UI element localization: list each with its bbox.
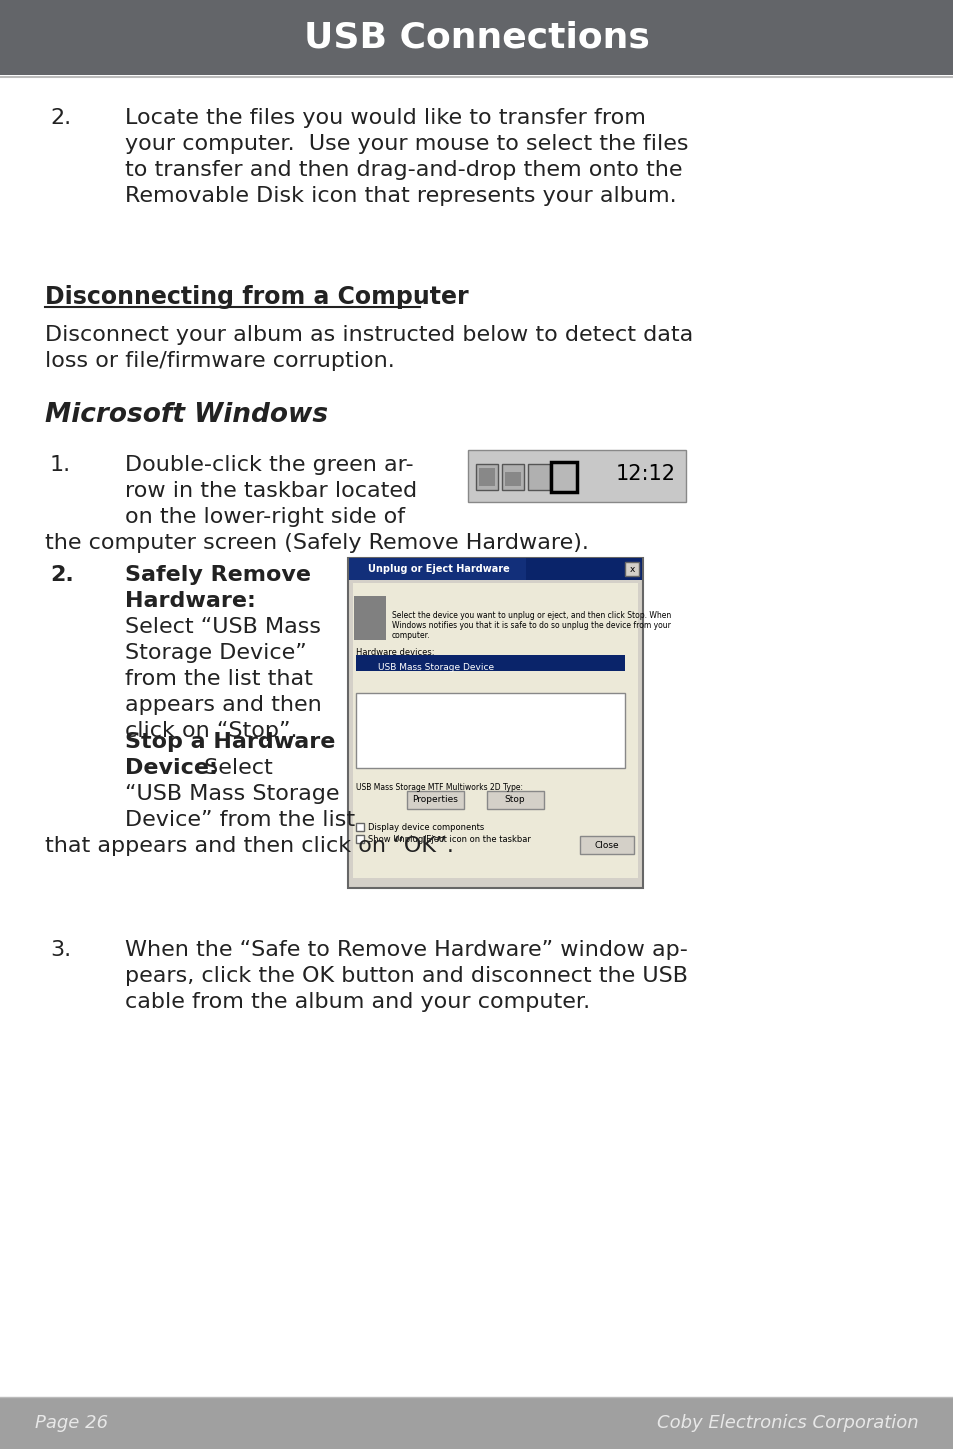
Text: Double-click the green ar-: Double-click the green ar-: [125, 455, 414, 475]
Bar: [504, 472, 520, 485]
FancyBboxPatch shape: [579, 836, 634, 853]
Text: Storage Device”: Storage Device”: [125, 643, 307, 664]
Text: to transfer and then drag-and-drop them onto the: to transfer and then drag-and-drop them …: [125, 159, 681, 180]
Text: Properties: Properties: [412, 796, 457, 804]
Text: the computer screen (Safely Remove Hardware).: the computer screen (Safely Remove Hardw…: [45, 533, 588, 554]
Bar: [0, 0, 953, 75]
Text: Locate the files you would like to transfer from: Locate the files you would like to trans…: [125, 109, 645, 128]
Text: x: x: [629, 565, 634, 574]
Bar: [476, 464, 497, 490]
Text: Device” from the list: Device” from the list: [125, 810, 355, 830]
Bar: [501, 464, 523, 490]
Text: “USB Mass Storage: “USB Mass Storage: [125, 784, 339, 804]
Text: Show Unplug/Eject icon on the taskbar: Show Unplug/Eject icon on the taskbar: [368, 835, 530, 843]
Bar: [355, 835, 364, 843]
Text: your computer.  Use your mouse to select the files: your computer. Use your mouse to select …: [125, 133, 688, 154]
Text: Select “USB Mass: Select “USB Mass: [125, 617, 320, 638]
Text: Removable Disk icon that represents your album.: Removable Disk icon that represents your…: [125, 185, 676, 206]
Text: Safely Remove: Safely Remove: [125, 565, 311, 585]
Bar: [355, 693, 624, 768]
Text: row in the taskbar located: row in the taskbar located: [125, 481, 416, 501]
Text: Display device components: Display device components: [368, 823, 484, 832]
Text: 3.: 3.: [50, 940, 71, 961]
Text: USB Mass Storage Device: USB Mass Storage Device: [377, 664, 494, 672]
Text: Select: Select: [196, 758, 273, 778]
Text: USB Mass Storage MTF Multiworks 2D Type:: USB Mass Storage MTF Multiworks 2D Type:: [355, 782, 522, 793]
Text: 2.: 2.: [50, 565, 73, 585]
Text: USB Connections: USB Connections: [304, 20, 649, 55]
Text: Coby Electronics Corporation: Coby Electronics Corporation: [657, 1414, 918, 1432]
Bar: [551, 462, 577, 493]
Text: When the “Safe to Remove Hardware” window ap-: When the “Safe to Remove Hardware” windo…: [125, 940, 687, 961]
Text: Stop: Stop: [504, 796, 525, 804]
Bar: [349, 558, 525, 580]
Bar: [353, 582, 638, 878]
Bar: [527, 464, 550, 490]
FancyBboxPatch shape: [354, 596, 386, 640]
Text: appears and then: appears and then: [125, 696, 321, 714]
Text: Unplug or Eject Hardware: Unplug or Eject Hardware: [368, 564, 509, 574]
Bar: [468, 451, 685, 501]
Text: 2.: 2.: [50, 109, 71, 128]
Text: Disconnecting from a Computer: Disconnecting from a Computer: [45, 285, 468, 309]
Text: that appears and then click on “OK”.: that appears and then click on “OK”.: [45, 836, 454, 856]
Text: pears, click the OK button and disconnect the USB: pears, click the OK button and disconnec…: [125, 966, 687, 985]
Text: Stop a Hardware: Stop a Hardware: [125, 732, 335, 752]
Bar: [553, 464, 575, 490]
Text: Page 26: Page 26: [35, 1414, 108, 1432]
Bar: [349, 558, 641, 580]
Text: from the list that: from the list that: [125, 669, 313, 690]
Text: Close: Close: [594, 840, 618, 849]
Text: 12:12: 12:12: [616, 464, 676, 484]
Text: Windows notifies you that it is safe to do so unplug the device from your: Windows notifies you that it is safe to …: [392, 622, 670, 630]
Text: on the lower-right side of: on the lower-right side of: [125, 507, 405, 527]
Text: 1.: 1.: [50, 455, 71, 475]
FancyBboxPatch shape: [486, 791, 543, 809]
Text: loss or file/firmware corruption.: loss or file/firmware corruption.: [45, 351, 395, 371]
Text: Select the device you want to unplug or eject, and then click Stop. When: Select the device you want to unplug or …: [392, 611, 671, 620]
Text: Disconnect your album as instructed below to detect data: Disconnect your album as instructed belo…: [45, 325, 693, 345]
Text: computer.: computer.: [392, 630, 430, 640]
Bar: [624, 562, 639, 577]
Text: cable from the album and your computer.: cable from the album and your computer.: [125, 993, 590, 1011]
Bar: [355, 655, 624, 671]
Text: Microsoft Windows: Microsoft Windows: [45, 401, 328, 427]
FancyBboxPatch shape: [407, 791, 463, 809]
Bar: [0, 1397, 953, 1449]
Text: click on “Stop”.: click on “Stop”.: [125, 722, 297, 740]
Text: Hardware devices:: Hardware devices:: [355, 648, 434, 656]
Bar: [348, 558, 642, 888]
Bar: [355, 823, 364, 830]
Text: Device:: Device:: [125, 758, 217, 778]
Text: Hardware:: Hardware:: [125, 591, 255, 611]
Bar: [478, 468, 495, 485]
